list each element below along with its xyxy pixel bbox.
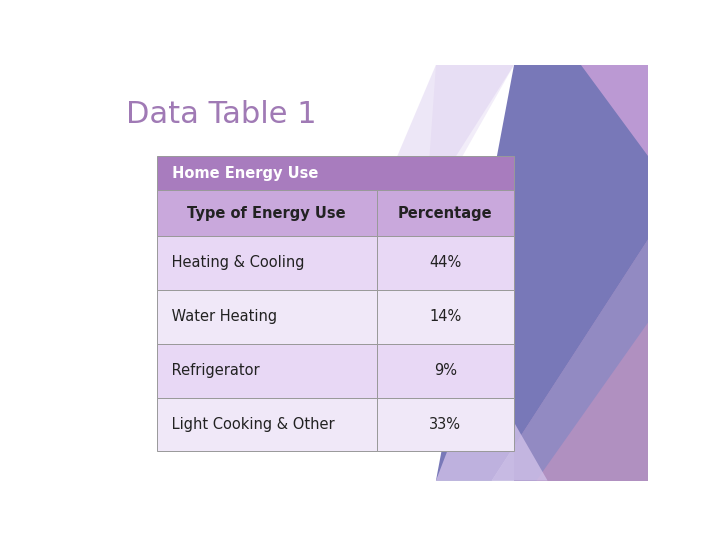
- Text: Refrigerator: Refrigerator: [167, 363, 260, 378]
- Text: Heating & Cooling: Heating & Cooling: [167, 255, 305, 271]
- Polygon shape: [436, 364, 547, 481]
- Bar: [377, 344, 514, 397]
- Bar: [377, 397, 514, 451]
- Text: Percentage: Percentage: [398, 206, 492, 221]
- Text: Type of Energy Use: Type of Energy Use: [187, 206, 346, 221]
- Polygon shape: [436, 239, 648, 481]
- Bar: [157, 344, 377, 397]
- Text: 44%: 44%: [429, 255, 462, 271]
- Bar: [377, 290, 514, 344]
- Bar: [157, 156, 514, 190]
- Text: Light Cooking & Other: Light Cooking & Other: [167, 417, 335, 432]
- Polygon shape: [369, 65, 514, 223]
- Text: 14%: 14%: [429, 309, 462, 325]
- Bar: [377, 190, 514, 236]
- Bar: [157, 236, 377, 290]
- Polygon shape: [581, 65, 648, 156]
- Text: Home Energy Use: Home Energy Use: [167, 166, 318, 181]
- Bar: [157, 190, 377, 236]
- Bar: [157, 290, 377, 344]
- Text: Water Heating: Water Heating: [167, 309, 277, 325]
- Text: 33%: 33%: [429, 417, 462, 432]
- Polygon shape: [514, 65, 648, 481]
- Polygon shape: [436, 65, 648, 481]
- Bar: [377, 236, 514, 290]
- Text: 9%: 9%: [434, 363, 456, 378]
- Text: Data Table 1: Data Table 1: [126, 100, 317, 129]
- Bar: [157, 397, 377, 451]
- Polygon shape: [425, 65, 514, 223]
